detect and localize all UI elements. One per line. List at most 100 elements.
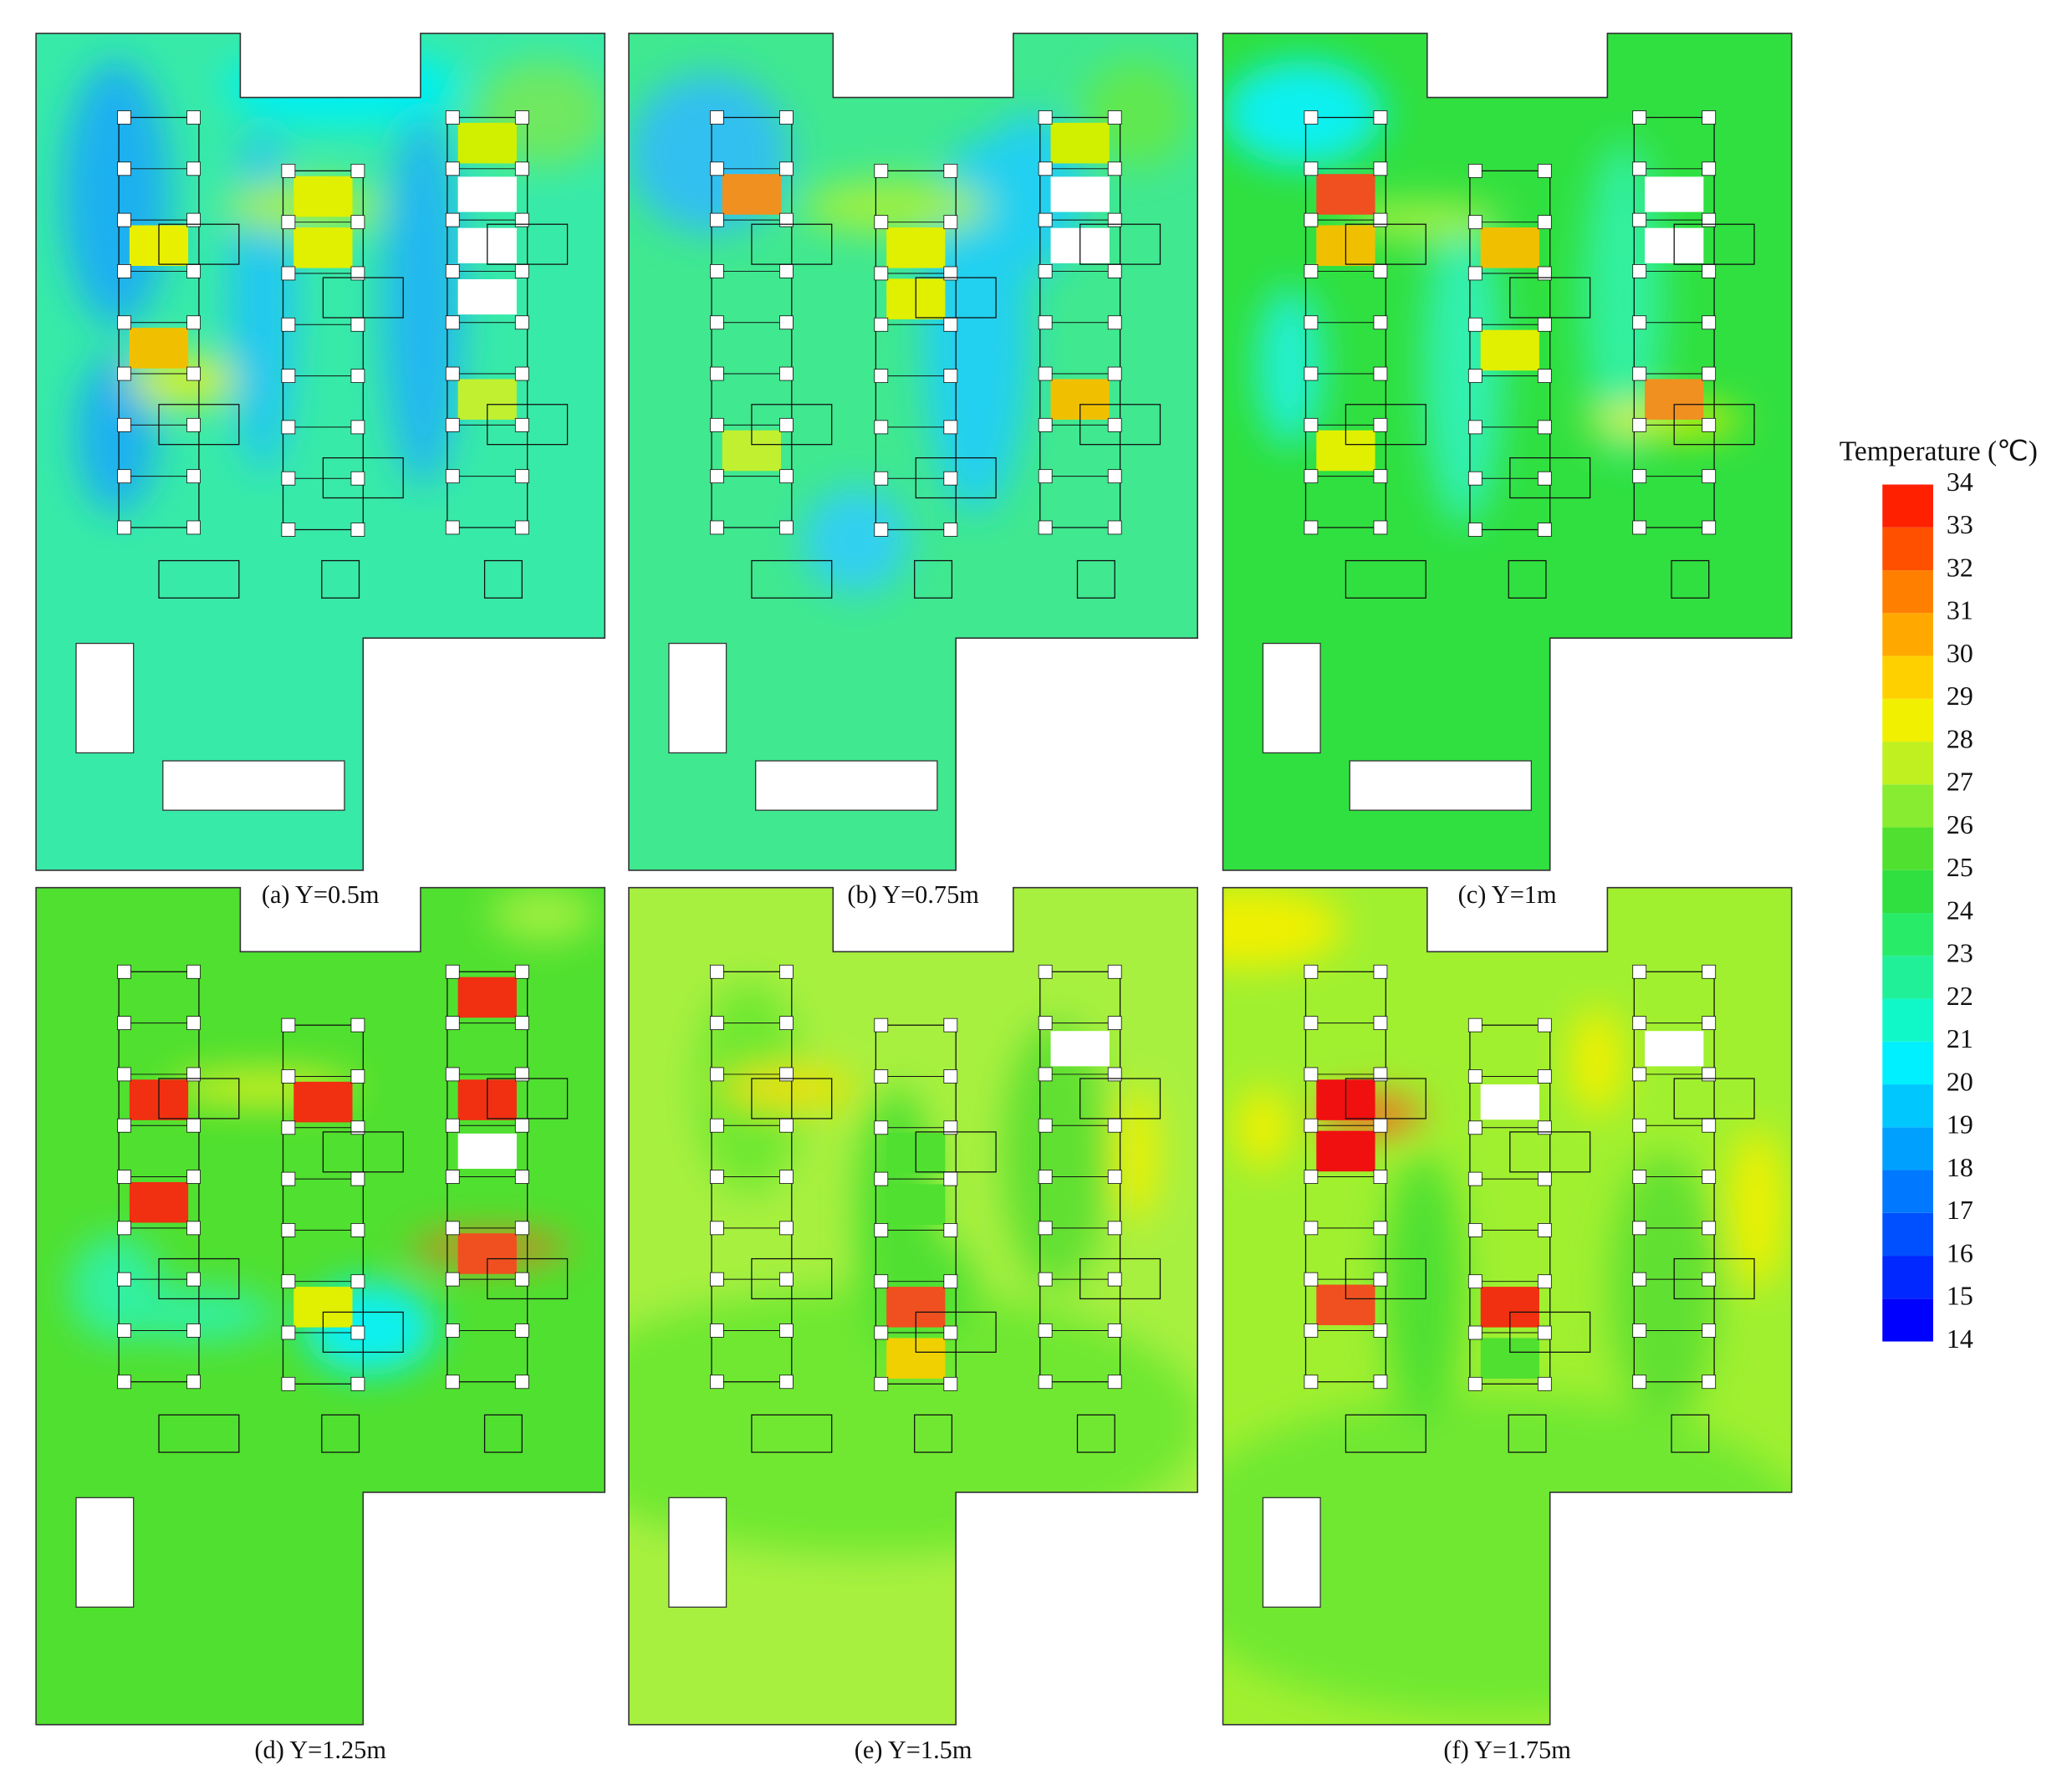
pillar: [117, 1221, 131, 1236]
pillar: [1107, 161, 1122, 176]
cell-fill: [1050, 122, 1110, 164]
pillar: [1038, 161, 1053, 176]
pillar: [779, 315, 794, 330]
colorbar-segment: [1882, 998, 1933, 1042]
pillar: [779, 366, 794, 381]
blob: [802, 487, 910, 594]
pillar: [117, 1016, 131, 1030]
pillar: [186, 964, 201, 979]
colorbar-segment: [1882, 1212, 1933, 1257]
colorbar-segment: [1882, 827, 1933, 870]
blob: [1003, 1021, 1110, 1288]
pillar: [1467, 1120, 1483, 1135]
pillar: [186, 366, 201, 381]
pillar: [1537, 1171, 1552, 1186]
cell-fill: [1316, 174, 1375, 215]
pillar: [514, 1221, 529, 1236]
pillar: [1304, 1016, 1319, 1030]
pillar: [1107, 520, 1122, 535]
blob: [722, 1068, 856, 1109]
pillar: [1373, 1067, 1388, 1082]
pillar: [1304, 110, 1319, 125]
unit-box: [321, 1414, 360, 1453]
pillar: [1537, 1069, 1552, 1084]
panel-caption: (a) Y=0.5m: [262, 880, 380, 909]
pillar: [1038, 469, 1053, 484]
pillar: [1107, 1067, 1122, 1082]
pillar: [186, 212, 201, 227]
unit-box: [751, 1414, 833, 1453]
cell-fill: [1480, 227, 1539, 268]
pillar: [350, 369, 365, 383]
pillar: [1632, 1272, 1647, 1287]
pillar: [1038, 1323, 1053, 1338]
cell-fill: [722, 174, 782, 215]
pillar: [1107, 1118, 1122, 1133]
pillar: [1107, 110, 1122, 125]
pillar: [779, 1272, 794, 1287]
pillar: [1304, 417, 1319, 432]
pillar: [943, 1376, 958, 1391]
pillar: [117, 417, 131, 432]
pillar: [186, 1323, 201, 1338]
colorbar-segment: [1882, 870, 1933, 914]
pillar: [1467, 1171, 1483, 1186]
equipment-box: [487, 1257, 569, 1300]
pillar: [186, 1374, 201, 1390]
pillar: [514, 417, 529, 432]
panel-caption: (f) Y=1.75m: [1443, 1736, 1571, 1764]
colorbar-tick-label: 17: [1947, 1196, 1973, 1225]
pillar: [350, 1017, 365, 1033]
equipment-box: [322, 1131, 404, 1173]
pillar: [1632, 520, 1647, 535]
pillar: [1373, 417, 1388, 432]
field-panel: [1222, 33, 1793, 871]
pillar: [874, 1325, 889, 1340]
blob: [1222, 1395, 1792, 1716]
pillar: [710, 1221, 724, 1236]
pillar: [943, 369, 958, 383]
colorbar-segment: [1882, 655, 1933, 699]
pillar: [1632, 212, 1647, 227]
pillar: [514, 1118, 529, 1133]
pillar: [445, 964, 460, 979]
equipment-box: [158, 1257, 240, 1300]
pillar: [1304, 1221, 1319, 1236]
colorbar-tick-label: 21: [1947, 1024, 1973, 1053]
pillar: [1038, 212, 1053, 227]
pillar: [943, 317, 958, 332]
pillar: [874, 215, 889, 230]
pillar: [1702, 1323, 1717, 1338]
equipment-box: [915, 277, 997, 319]
pillar: [1038, 264, 1053, 278]
pillar: [186, 1118, 201, 1133]
pillar: [874, 1120, 889, 1135]
unit-box: [1345, 559, 1426, 599]
pillar: [943, 523, 958, 537]
pillar: [943, 420, 958, 435]
pillar: [710, 1067, 724, 1082]
pillar: [1467, 215, 1483, 230]
colorbar-tick-label: 15: [1947, 1282, 1973, 1311]
pillar: [186, 1272, 201, 1287]
pillar: [1038, 1118, 1053, 1133]
unit-box: [483, 1414, 523, 1453]
pillar: [779, 1118, 794, 1133]
pillar: [943, 471, 958, 486]
pillar: [445, 1118, 460, 1133]
obstacle: [668, 1497, 727, 1608]
panel-outline: [35, 886, 606, 1726]
pillar: [874, 163, 889, 178]
pillar: [1304, 520, 1319, 535]
pillar: [1304, 366, 1319, 381]
pillar: [1632, 161, 1647, 176]
pillar: [186, 315, 201, 330]
colorbar-tick-label: 14: [1947, 1324, 1973, 1354]
pillar: [874, 317, 889, 332]
pillar: [117, 1067, 131, 1082]
colorbar-tick-label: 25: [1947, 853, 1973, 882]
pillar: [281, 1069, 296, 1084]
pillar: [779, 1016, 794, 1030]
blob: [63, 59, 170, 328]
equipment-box: [1673, 1078, 1755, 1119]
